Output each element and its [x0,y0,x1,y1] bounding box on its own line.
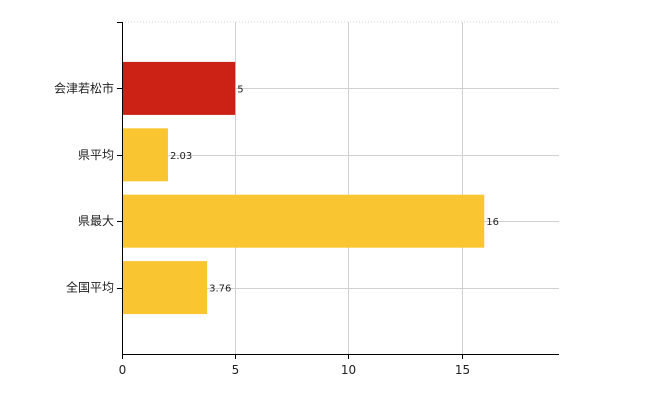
data-label: 5 [237,84,243,95]
bar [122,194,485,248]
category-label: 県平均 [78,148,114,162]
data-label: 16 [486,217,499,228]
bar [122,61,236,115]
category-label: 県最大 [78,214,114,228]
x-tick-label: 10 [341,363,356,377]
data-label: 3.76 [209,284,231,295]
data-label: 2.03 [170,151,192,162]
bar [122,128,168,182]
category-label: 会津若松市 [54,80,114,95]
x-tick-label: 5 [232,363,240,377]
x-tick-label: 15 [455,363,470,377]
category-label: 全国平均 [66,280,114,295]
x-tick-label: 0 [119,363,127,377]
bar [122,261,208,315]
